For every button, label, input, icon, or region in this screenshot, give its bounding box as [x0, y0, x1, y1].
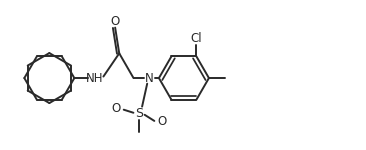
- Text: N: N: [145, 72, 154, 85]
- Text: O: O: [111, 15, 120, 28]
- Text: NH: NH: [86, 72, 104, 85]
- Text: S: S: [135, 107, 143, 120]
- Text: O: O: [111, 102, 120, 115]
- Text: Cl: Cl: [191, 32, 202, 45]
- Text: O: O: [158, 116, 167, 128]
